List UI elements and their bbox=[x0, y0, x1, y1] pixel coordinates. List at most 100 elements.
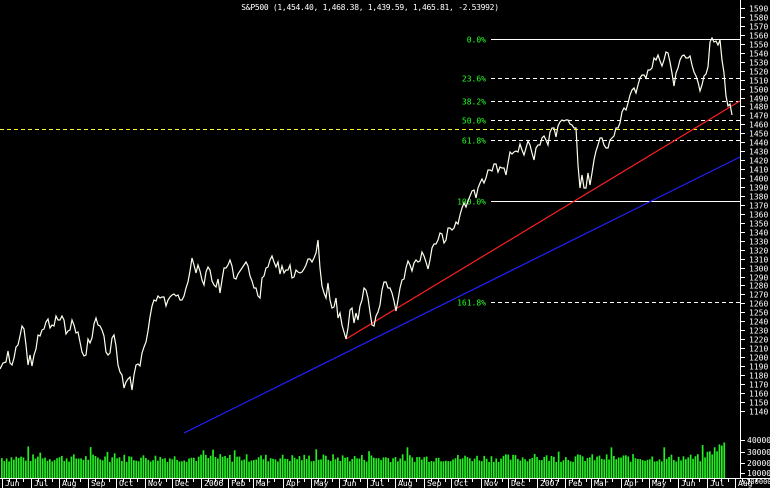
volume-bar bbox=[195, 461, 198, 478]
price-tick-label: 1490 bbox=[749, 95, 768, 104]
volume-bar bbox=[99, 459, 102, 478]
month-label: 2006 bbox=[204, 479, 223, 488]
volume-bar bbox=[207, 458, 210, 478]
volume-bar bbox=[665, 458, 668, 478]
price-tick-label: 1530 bbox=[749, 59, 768, 68]
volume-bar bbox=[298, 456, 301, 478]
volume-bar bbox=[457, 454, 459, 478]
price-tick-label: 1330 bbox=[749, 238, 768, 247]
volume-bar bbox=[70, 456, 73, 478]
volume-bar bbox=[721, 445, 723, 478]
volume-bar bbox=[363, 460, 366, 478]
volume-bar bbox=[178, 461, 181, 478]
volume-bar bbox=[221, 456, 224, 478]
volume-bar bbox=[668, 456, 670, 478]
price-tick-label: 1140 bbox=[749, 408, 768, 417]
volume-bar bbox=[461, 458, 464, 478]
price-tick-label: 1430 bbox=[749, 148, 768, 157]
volume-bar bbox=[428, 461, 430, 478]
volume-bar bbox=[22, 457, 25, 478]
volume-bar bbox=[284, 458, 286, 478]
price-tick-label: 1320 bbox=[749, 247, 768, 256]
volume-bar bbox=[421, 459, 423, 478]
price-tick-label: 1440 bbox=[749, 139, 768, 148]
volume-bar bbox=[649, 459, 651, 478]
fibonacci-retracement-lines: 0.0% 23.6% 38.2% 50.0% 61.8% 100.0% 161.8% bbox=[457, 36, 740, 308]
volume-bar bbox=[577, 454, 579, 478]
volume-bar bbox=[411, 457, 414, 478]
month-label: 2007 bbox=[540, 479, 559, 488]
volume-bar bbox=[212, 449, 214, 478]
month-label: Jul bbox=[710, 479, 725, 488]
price-tick-label: 1450 bbox=[749, 130, 768, 139]
volume-bars bbox=[1, 442, 726, 478]
volume-bar bbox=[389, 462, 392, 478]
volume-bar bbox=[471, 461, 474, 478]
volume-bar bbox=[632, 454, 634, 478]
volume-bar bbox=[125, 461, 128, 478]
volume-bar bbox=[63, 460, 66, 478]
volume-bar bbox=[334, 459, 337, 478]
price-tick-label: 1460 bbox=[749, 121, 768, 130]
volume-bar bbox=[257, 457, 260, 478]
volume-bar bbox=[524, 459, 526, 478]
volume-bar bbox=[361, 454, 363, 478]
volume-bar bbox=[209, 455, 212, 478]
volume-bar bbox=[413, 461, 416, 478]
volume-bar bbox=[519, 460, 522, 478]
price-tick-label: 1400 bbox=[749, 175, 768, 184]
volume-bar bbox=[185, 461, 188, 478]
volume-bar bbox=[505, 454, 507, 478]
volume-bar bbox=[118, 457, 121, 478]
volume-bar bbox=[445, 460, 447, 478]
volume-bar bbox=[416, 457, 418, 478]
volume-bar bbox=[176, 459, 178, 478]
volume-bar bbox=[358, 458, 361, 478]
volume-bar bbox=[637, 459, 639, 478]
volume-bar bbox=[145, 458, 147, 478]
volume-bar bbox=[639, 459, 642, 478]
volume-bar bbox=[641, 460, 644, 478]
volume-bar bbox=[325, 455, 327, 478]
volume-bar bbox=[80, 458, 82, 478]
volume-bar bbox=[157, 460, 159, 478]
volume-bar bbox=[56, 458, 58, 478]
volume-bar bbox=[682, 456, 685, 478]
volume-bar bbox=[701, 445, 704, 478]
price-series bbox=[0, 36, 733, 391]
volume-bar bbox=[605, 454, 608, 478]
volume-bar bbox=[303, 454, 306, 478]
volume-bar bbox=[382, 457, 385, 478]
volume-bar bbox=[385, 457, 387, 478]
month-label: May bbox=[314, 479, 329, 488]
volume-bar bbox=[447, 461, 450, 478]
month-label: Jul bbox=[370, 479, 385, 488]
volume-bar bbox=[193, 457, 195, 478]
price-tick-label: 1580 bbox=[749, 14, 768, 23]
volume-bar bbox=[205, 454, 207, 478]
volume-bar bbox=[41, 458, 44, 478]
volume-bar bbox=[399, 458, 402, 478]
price-tick-label: 1410 bbox=[749, 166, 768, 175]
volume-bar bbox=[663, 447, 666, 478]
volume-bar bbox=[533, 454, 536, 478]
volume-bar bbox=[166, 461, 169, 478]
volume-bar bbox=[116, 458, 118, 478]
price-tick-label: 1280 bbox=[749, 282, 768, 291]
volume-bar bbox=[286, 458, 289, 478]
volume-bar bbox=[8, 461, 10, 478]
volume-bar bbox=[51, 461, 54, 478]
price-tick-label: 1480 bbox=[749, 103, 768, 112]
price-axis: 1590158015701560155015401530152015101500… bbox=[740, 0, 770, 488]
volume-bar bbox=[260, 455, 262, 478]
volume-bar bbox=[356, 458, 358, 478]
fib-level-label: 100.0% bbox=[457, 198, 486, 207]
price-tick-label: 1550 bbox=[749, 41, 768, 50]
fib-level-label: 0.0% bbox=[467, 36, 486, 45]
volume-bar bbox=[250, 460, 253, 478]
price-tick-label: 1260 bbox=[749, 300, 768, 309]
volume-bar bbox=[123, 454, 126, 478]
volume-bar bbox=[581, 456, 584, 478]
volume-bar bbox=[154, 455, 157, 478]
volume-bar bbox=[452, 459, 454, 478]
